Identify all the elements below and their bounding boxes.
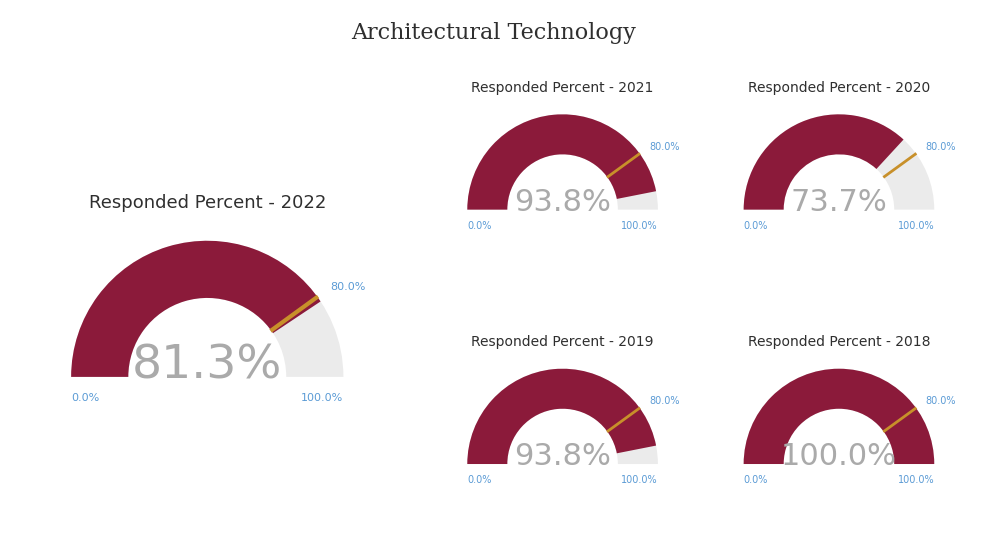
Text: 100.0%: 100.0% [301,393,343,403]
Text: 100.0%: 100.0% [896,221,934,231]
Wedge shape [71,241,343,377]
Text: 81.3%: 81.3% [132,343,282,389]
Wedge shape [742,114,934,210]
Text: 80.0%: 80.0% [924,397,954,406]
Text: Responded Percent - 2018: Responded Percent - 2018 [747,335,929,349]
Text: Architectural Technology: Architectural Technology [351,22,635,44]
Wedge shape [466,114,656,210]
Wedge shape [466,369,658,464]
Wedge shape [466,369,656,464]
Text: 80.0%: 80.0% [924,142,954,152]
Text: 100.0%: 100.0% [896,476,934,486]
Text: 0.0%: 0.0% [71,393,100,403]
Text: 100.0%: 100.0% [620,476,658,486]
Text: 80.0%: 80.0% [648,142,678,152]
Text: Responded Percent - 2022: Responded Percent - 2022 [89,194,325,212]
Wedge shape [466,114,658,210]
Text: Responded Percent - 2019: Responded Percent - 2019 [471,335,653,349]
Wedge shape [742,369,934,464]
Text: 100.0%: 100.0% [780,442,896,471]
Text: 93.8%: 93.8% [514,442,610,471]
Wedge shape [742,114,902,210]
Text: Responded Percent - 2021: Responded Percent - 2021 [471,81,653,95]
Text: Responded Percent - 2020: Responded Percent - 2020 [747,81,929,95]
Text: 0.0%: 0.0% [466,221,491,231]
Text: 100.0%: 100.0% [620,221,658,231]
Text: 73.7%: 73.7% [790,187,886,217]
Text: 0.0%: 0.0% [466,476,491,486]
Text: 80.0%: 80.0% [330,282,366,293]
Text: 80.0%: 80.0% [648,397,678,406]
Wedge shape [742,369,934,464]
Text: 93.8%: 93.8% [514,187,610,217]
Text: 0.0%: 0.0% [742,476,767,486]
Wedge shape [71,241,320,377]
Text: 0.0%: 0.0% [742,221,767,231]
